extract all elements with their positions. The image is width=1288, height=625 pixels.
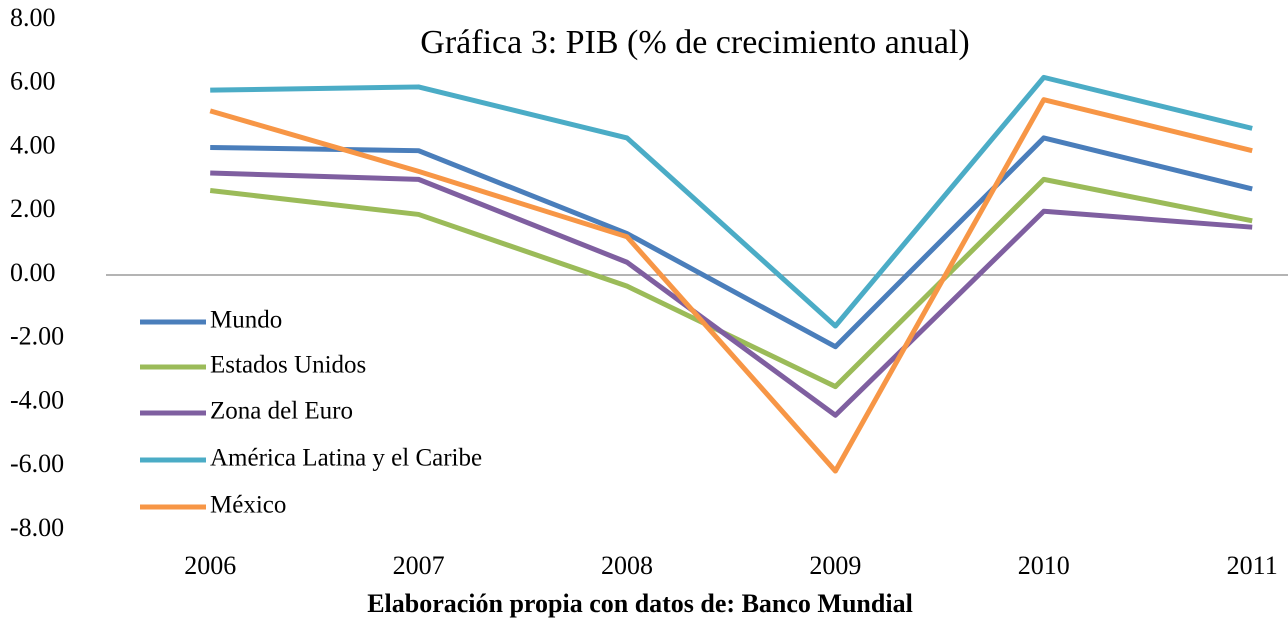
- x-tick-label: 2011: [1227, 551, 1278, 580]
- series-line: [209, 97, 1253, 474]
- y-tick-label: 8.00: [10, 3, 56, 32]
- y-tick-label: 0.00: [10, 258, 56, 287]
- legend-label: México: [210, 492, 286, 519]
- series-line: [210, 135, 1253, 350]
- x-tick-label: 2009: [809, 551, 861, 580]
- x-tick-label: 2007: [393, 551, 445, 580]
- legend-label: Estados Unidos: [210, 352, 366, 379]
- y-tick-label: -6.00: [10, 449, 64, 478]
- y-tick-label: 2.00: [10, 194, 56, 223]
- y-tick-label: -8.00: [10, 513, 64, 542]
- y-tick-label: 6.00: [10, 67, 56, 96]
- y-tick-label: -2.00: [10, 322, 64, 351]
- legend-label: América Latina y el Caribe: [210, 445, 482, 472]
- x-axis-label: Elaboración propia con datos de: Banco M…: [367, 589, 913, 618]
- legend-label: Zona del Euro: [210, 398, 353, 425]
- y-tick-label: -4.00: [10, 385, 64, 414]
- x-tick-label: 2010: [1018, 551, 1070, 580]
- series-line: [210, 170, 1253, 418]
- x-tick-label: 2006: [184, 551, 236, 580]
- legend-label: Mundo: [210, 307, 282, 334]
- x-tick-label: 2008: [601, 551, 653, 580]
- series-line: [210, 74, 1253, 329]
- chart-title: Gráfica 3: PIB (% de crecimiento anual): [420, 24, 969, 61]
- y-tick-label: 4.00: [10, 130, 56, 159]
